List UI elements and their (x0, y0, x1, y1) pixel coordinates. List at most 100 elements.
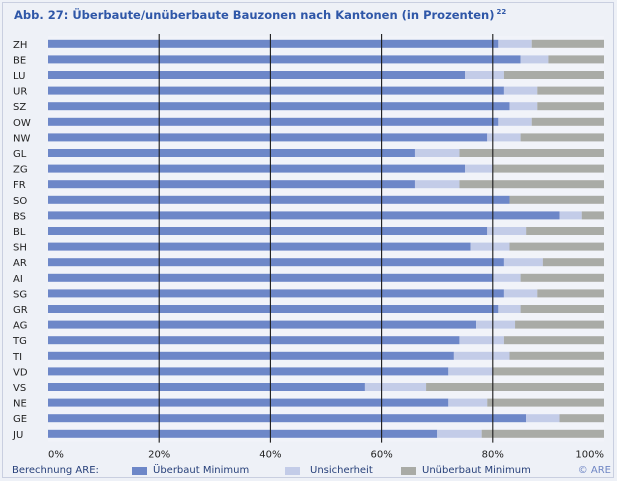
bar-sz-series-1 (509, 102, 538, 111)
category-label-ne: NE (13, 399, 27, 410)
category-label-gl: GL (13, 149, 27, 160)
bar-gl-series-2 (459, 149, 604, 157)
legend-swatch-unueberbaut (401, 467, 416, 475)
bar-gr-series-0 (48, 305, 499, 313)
category-label-sg: SG (13, 289, 27, 300)
legend-label-unsicherheit: Unsicherheit (310, 465, 373, 476)
category-label-vs: VS (13, 383, 26, 394)
bar-lu-series-2 (503, 71, 604, 79)
x-tick-label-0: 0% (48, 450, 64, 461)
category-label-be: BE (13, 55, 26, 66)
bar-vd-series-1 (448, 367, 493, 376)
bar-so-series-2 (509, 195, 604, 204)
bar-ti-series-0 (48, 351, 454, 360)
bar-ar-series-1 (503, 258, 543, 267)
category-label-lu: LU (13, 71, 25, 82)
bar-bl-series-2 (526, 227, 604, 235)
category-label-ar: AR (13, 258, 27, 269)
bar-fr-series-2 (459, 180, 604, 189)
bar-ju-series-0 (48, 429, 438, 438)
category-label-zh: ZH (13, 40, 27, 51)
bar-zg-series-0 (48, 164, 465, 173)
x-tick-label-4: 80% (482, 450, 504, 461)
category-label-gr: GR (13, 305, 28, 316)
bar-bl-series-1 (487, 227, 527, 235)
bar-ne-series-2 (487, 398, 604, 407)
bar-ne-series-0 (48, 398, 449, 407)
bar-lu-series-1 (465, 71, 504, 79)
bar-ju-series-1 (437, 429, 482, 438)
bar-nw-series-1 (487, 133, 521, 142)
category-label-bl: BL (13, 227, 26, 238)
legend-prefix: Berechnung ARE: (12, 465, 99, 476)
bar-zg-series-1 (465, 164, 493, 173)
category-label-ag: AG (13, 321, 27, 332)
bar-sh-series-2 (509, 242, 604, 251)
bar-ar-series-0 (48, 258, 504, 267)
category-label-ge: GE (13, 414, 27, 425)
legend-swatch-ueberbaut (132, 467, 147, 475)
bar-zh-series-1 (498, 39, 532, 48)
category-label-zg: ZG (13, 165, 28, 176)
bar-tg-series-0 (48, 336, 460, 345)
legend: Berechnung ARE: Überbaut Minimum Unsiche… (8, 463, 613, 479)
chart-title: Abb. 27: Überbaute/unüberbaute Bauzonen … (14, 8, 506, 22)
bar-ti-series-2 (509, 351, 604, 360)
bar-ne-series-1 (448, 398, 488, 407)
category-label-vd: VD (13, 367, 28, 378)
bar-sh-series-0 (48, 242, 471, 251)
category-label-ow: OW (13, 118, 31, 129)
bar-ow-series-1 (498, 117, 532, 126)
category-label-tg: TG (12, 336, 27, 347)
bar-ge-series-0 (48, 414, 527, 423)
bar-ge-series-1 (526, 414, 560, 423)
bar-so-series-0 (48, 195, 510, 204)
x-tick-label-3: 60% (370, 450, 392, 461)
bar-ag-series-2 (515, 320, 604, 329)
bar-vs-series-2 (426, 383, 604, 391)
bar-vs-series-0 (48, 383, 365, 391)
bar-ai-series-2 (520, 273, 604, 282)
bar-bl-series-0 (48, 227, 488, 235)
legend-label-unueberbaut: Unüberbaut Minimum (422, 465, 531, 476)
bar-ju-series-2 (481, 429, 604, 438)
bar-ur-series-2 (537, 86, 604, 95)
legend-swatch-unsicherheit (285, 467, 300, 475)
bar-zh-series-0 (48, 39, 499, 48)
category-label-so: SO (13, 196, 27, 207)
bar-fr-series-0 (48, 180, 415, 189)
bar-bs-series-1 (559, 211, 582, 220)
bar-be-series-0 (48, 55, 521, 64)
x-tick-label-5: 100% (575, 450, 604, 461)
category-label-sh: SH (13, 243, 27, 254)
bar-tg-series-2 (503, 336, 604, 345)
bar-ur-series-0 (48, 86, 504, 95)
bar-gr-series-1 (498, 305, 521, 313)
bar-nw-series-0 (48, 133, 488, 142)
bar-sg-series-1 (503, 289, 538, 298)
bar-sz-series-0 (48, 102, 510, 111)
category-label-sz: SZ (13, 102, 26, 113)
bar-vd-series-0 (48, 367, 449, 376)
bar-ar-series-2 (542, 258, 604, 267)
category-label-ur: UR (13, 87, 27, 98)
bar-ge-series-2 (559, 414, 604, 423)
bar-sh-series-1 (470, 242, 510, 251)
bar-gl-series-1 (414, 149, 460, 157)
bar-be-series-1 (520, 55, 549, 64)
bar-sz-series-2 (537, 102, 604, 111)
bar-be-series-2 (548, 55, 604, 64)
category-label-ju: JU (12, 430, 23, 441)
category-label-ti: TI (12, 352, 22, 363)
x-tick-label-2: 40% (259, 450, 281, 461)
plot-area (48, 36, 604, 442)
bar-ai-series-1 (492, 273, 521, 282)
bar-ag-series-1 (476, 320, 516, 329)
category-label-ai: AI (13, 274, 23, 285)
bar-sg-series-2 (537, 289, 604, 298)
bar-lu-series-0 (48, 71, 465, 79)
bar-gl-series-0 (48, 149, 415, 157)
category-label-fr: FR (13, 180, 26, 191)
legend-label-ueberbaut: Überbaut Minimum (153, 465, 250, 476)
